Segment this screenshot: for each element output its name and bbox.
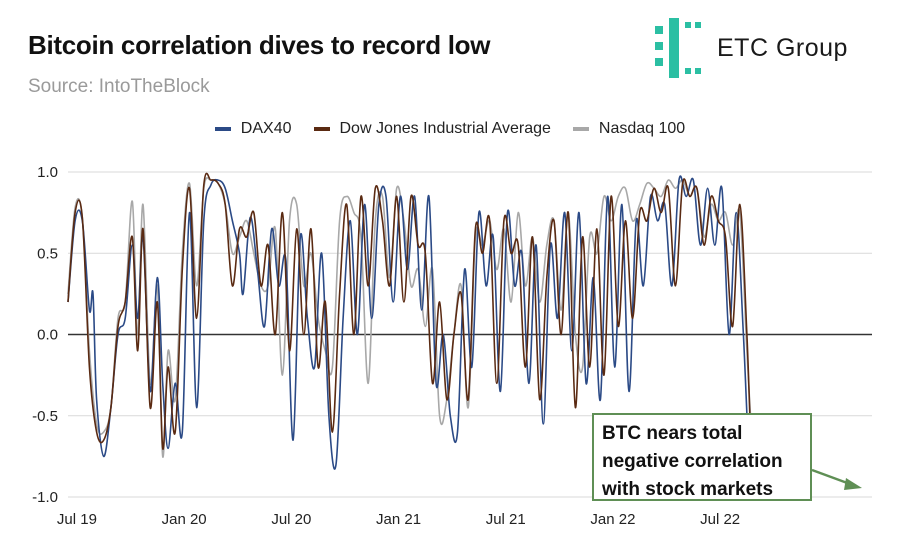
x-tick-label: Jan 20	[162, 511, 207, 528]
series-line-dax	[67, 175, 759, 496]
legend-label-nasdaq: Nasdaq 100	[598, 120, 686, 137]
x-tick-label: Jul 21	[486, 511, 526, 528]
x-tick-label: Jan 22	[590, 511, 635, 528]
y-axis-ticks: 1.0 0.5 0.0 -0.5 -1.0	[32, 164, 58, 506]
series-line-dow	[67, 172, 759, 484]
x-tick-label: Jul 20	[271, 511, 311, 528]
legend-item-dow: Dow Jones Industrial Average	[313, 120, 551, 138]
legend-swatch-nasdaq	[572, 127, 589, 131]
y-tick-label: 0.5	[37, 245, 58, 262]
y-tick-label: -0.5	[32, 408, 58, 425]
legend-swatch-dow	[313, 127, 330, 131]
logo: ETC Group	[655, 18, 885, 80]
x-tick-label: Jan 21	[376, 511, 421, 528]
logo-text: ETC Group	[717, 34, 848, 62]
series-lines	[67, 172, 759, 496]
legend-item-dax: DAX40	[214, 120, 292, 138]
legend-label-dow: Dow Jones Industrial Average	[339, 120, 551, 137]
legend-label-dax: DAX40	[240, 120, 292, 137]
y-tick-label: 0.0	[37, 327, 58, 344]
x-tick-label: Jul 22	[700, 511, 740, 528]
annotation-arrow-line	[811, 468, 851, 486]
annotation-arrow-head	[844, 478, 862, 490]
legend-swatch-dax	[214, 127, 231, 131]
legend-item-nasdaq: Nasdaq 100	[572, 120, 686, 138]
y-tick-label: 1.0	[37, 164, 58, 181]
annotation-callout: BTC nears total negative correlation wit…	[592, 413, 812, 501]
chart-title: Bitcoin correlation dives to record low	[28, 30, 491, 60]
legend: DAX40 Dow Jones Industrial Average Nasda…	[0, 120, 900, 138]
etc-logo-icon	[655, 18, 701, 78]
y-tick-label: -1.0	[32, 489, 58, 506]
chart-source: Source: IntoTheBlock	[28, 76, 210, 97]
x-axis-ticks: Jul 19 Jan 20 Jul 20 Jan 21 Jul 21 Jan 22 Jul …	[57, 511, 740, 528]
annotation-arrow	[811, 468, 862, 490]
x-tick-label: Jul 19	[57, 511, 97, 528]
